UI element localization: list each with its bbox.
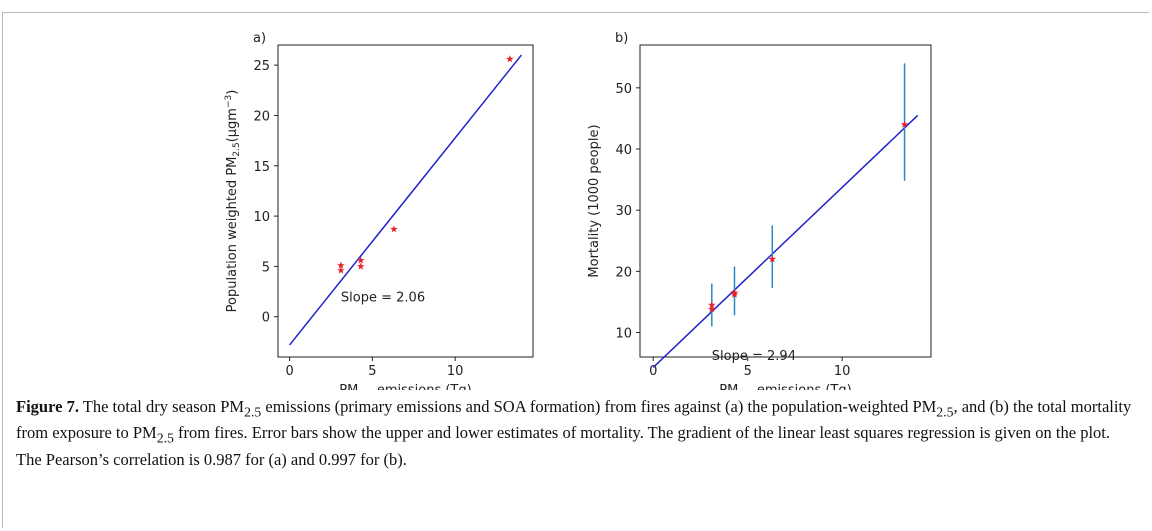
data-point bbox=[708, 305, 716, 313]
superscript: −3 bbox=[224, 95, 234, 108]
label-run: Mortality (1000 people) bbox=[587, 124, 602, 277]
data-point bbox=[708, 301, 716, 309]
x-tick-label: 0 bbox=[285, 364, 293, 379]
label-run: (μgm bbox=[225, 108, 240, 142]
x-tick-label: 10 bbox=[447, 364, 464, 379]
label-run: ) bbox=[225, 90, 240, 95]
data-point bbox=[357, 262, 365, 270]
fit-line bbox=[652, 114, 919, 368]
data-point bbox=[390, 225, 398, 233]
data-point bbox=[337, 266, 345, 274]
y-tick-label: 10 bbox=[615, 327, 632, 342]
y-axis-label: Population weighted PM2.5(μgm−3) bbox=[224, 90, 242, 313]
x-tick-label: 5 bbox=[368, 364, 376, 379]
annotation: Slope = 2.06 bbox=[341, 291, 425, 306]
annotation: Slope = 2.94 bbox=[712, 349, 796, 364]
y-tick-label: 25 bbox=[253, 59, 270, 74]
x-tick-label: 5 bbox=[744, 364, 752, 379]
data-point bbox=[506, 55, 514, 63]
y-tick-label: 15 bbox=[253, 160, 270, 175]
fit-line bbox=[289, 54, 522, 346]
y-tick-label: 10 bbox=[253, 210, 270, 225]
data-point bbox=[337, 261, 345, 269]
y-tick-label: 50 bbox=[615, 82, 632, 97]
axes-frame bbox=[277, 44, 534, 358]
subscript: 2.5 bbox=[232, 142, 242, 156]
data-point bbox=[357, 256, 365, 264]
label-run: PM bbox=[339, 383, 358, 390]
label-run: emissions (Tg) bbox=[753, 383, 852, 390]
x-tick-label: 0 bbox=[649, 364, 657, 379]
x-axis-label: PM2.5 emissions (Tg) bbox=[719, 383, 851, 390]
data-point bbox=[900, 120, 909, 128]
caption-run: emissions (primary emissions and SOA for… bbox=[261, 397, 937, 416]
x-tick-label: 10 bbox=[834, 364, 851, 379]
y-tick-label: 0 bbox=[262, 311, 270, 326]
subscript: 2.5 bbox=[936, 404, 954, 420]
y-tick-label: 40 bbox=[615, 143, 632, 158]
label-run: emissions (Tg) bbox=[373, 383, 472, 390]
figure: 05100510152025PM2.5 emissions (Tg)Popula… bbox=[224, 31, 932, 390]
caption-label: Figure 7. bbox=[16, 397, 79, 416]
caption-text: The total dry season PM2.5 emissions (pr… bbox=[16, 397, 1131, 469]
subscript: 2.5 bbox=[156, 430, 174, 446]
caption-run: , and (b) the total mortality from expos… bbox=[16, 397, 1132, 443]
label-run: PM bbox=[719, 383, 738, 390]
y-tick-label: 20 bbox=[615, 265, 632, 280]
x-axis-label: PM2.5 emissions (Tg) bbox=[339, 383, 471, 390]
caption-run: The total dry season PM bbox=[82, 397, 245, 416]
y-axis-label: Mortality (1000 people) bbox=[587, 124, 602, 277]
subscript: 2.5 bbox=[244, 404, 262, 420]
label-run: Population weighted PM bbox=[225, 157, 240, 313]
caption-run: from fires. Error bars show the upper an… bbox=[16, 423, 1110, 469]
panel-label: a) bbox=[253, 31, 266, 46]
caption: Figure 7. The total dry season PM2.5 emi… bbox=[16, 396, 1136, 470]
y-tick-label: 20 bbox=[253, 109, 270, 124]
data-point bbox=[768, 255, 777, 263]
figure-frame bbox=[2, 12, 1149, 528]
panel-label: b) bbox=[615, 31, 628, 46]
y-tick-label: 30 bbox=[615, 204, 632, 219]
data-point bbox=[730, 290, 739, 298]
y-tick-label: 5 bbox=[262, 260, 270, 275]
axes-frame bbox=[639, 44, 932, 358]
